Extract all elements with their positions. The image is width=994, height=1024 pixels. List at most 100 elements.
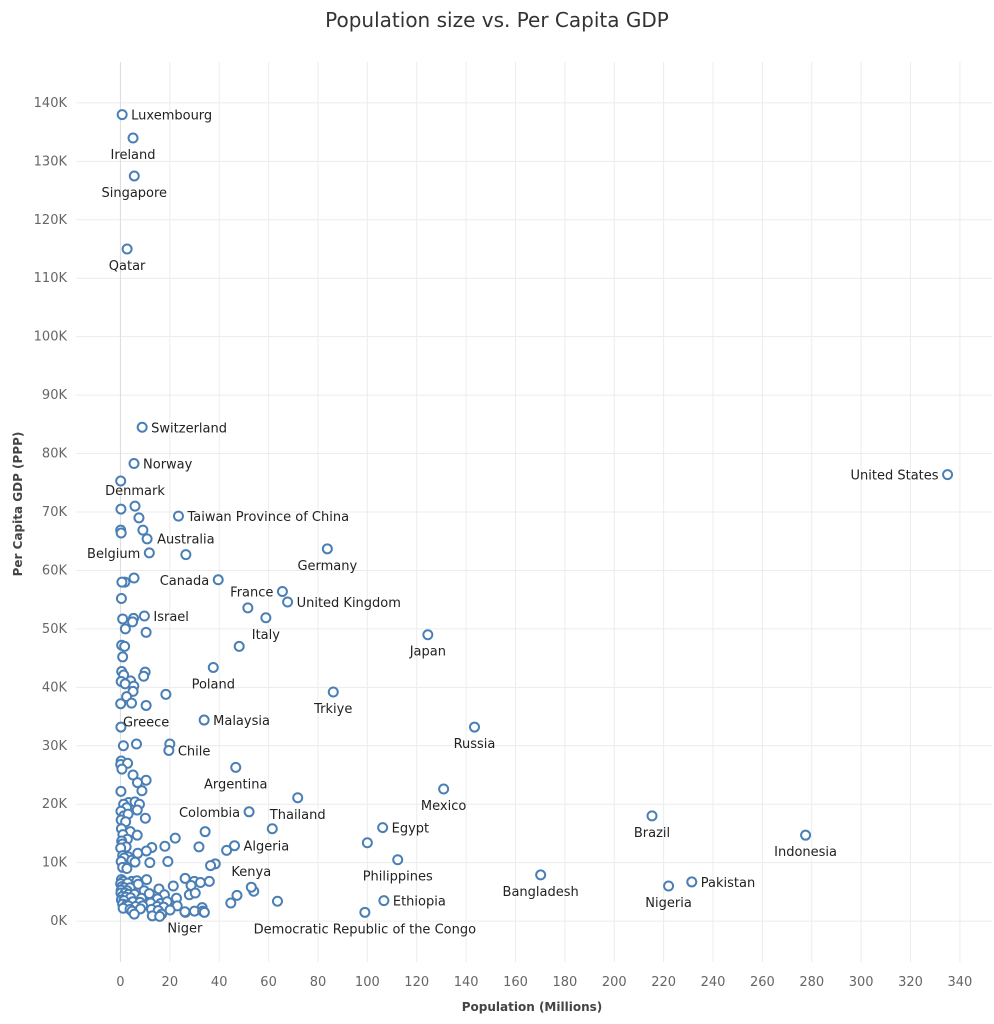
data-point-luxembourg[interactable] [116,109,128,121]
data-point-italy[interactable] [260,612,272,624]
data-point[interactable] [271,895,283,907]
data-point[interactable] [126,697,138,709]
data-point-israel[interactable] [138,610,150,622]
data-point[interactable] [193,841,205,853]
data-point-norway[interactable] [128,457,140,469]
data-point-denmark[interactable] [129,500,141,512]
data-point[interactable] [199,826,211,838]
data-point-egypt[interactable] [377,822,389,834]
data-point-malaysia[interactable] [198,714,210,726]
data-point[interactable] [115,785,127,797]
point-label: Luxembourg [131,109,212,124]
data-point[interactable] [119,640,131,652]
data-point[interactable] [242,602,254,614]
data-point[interactable] [167,880,179,892]
data-point[interactable] [141,874,153,886]
data-point[interactable] [131,777,143,789]
data-point[interactable] [115,721,127,733]
data-point-ethiopia[interactable] [378,895,390,907]
data-point[interactable] [162,855,174,867]
data-point-france[interactable] [276,585,288,597]
data-point[interactable] [137,524,149,536]
data-point-pakistan[interactable] [686,876,698,888]
data-point-democratic-republic-of-the-congo[interactable] [359,906,371,918]
data-point[interactable] [169,832,181,844]
data-point-qatar[interactable] [121,243,133,255]
data-point[interactable] [138,670,150,682]
data-point-singapore[interactable] [128,170,140,182]
data-point[interactable] [159,840,171,852]
data-point[interactable] [121,862,133,874]
data-point[interactable] [116,576,128,588]
data-point[interactable] [189,887,201,899]
x-tick-label: 120 [404,975,429,990]
data-point-kenya[interactable] [245,881,257,893]
data-point[interactable] [119,623,131,635]
data-point[interactable] [140,626,152,638]
data-point[interactable] [117,651,129,663]
data-point-indonesia[interactable] [800,829,812,841]
data-point-philippines[interactable] [392,854,404,866]
data-point[interactable] [233,640,245,652]
data-point-chile[interactable] [163,744,175,756]
data-point[interactable] [225,897,237,909]
data-point[interactable] [129,856,141,868]
data-point[interactable] [117,613,129,625]
data-point[interactable] [198,906,210,918]
data-point[interactable] [115,503,127,515]
data-point-taiwan-province-of-china[interactable] [172,510,184,522]
data-point[interactable] [131,804,143,816]
data-point-bangladesh[interactable] [535,869,547,881]
data-point-poland[interactable] [207,661,219,673]
data-point[interactable] [160,688,172,700]
data-point-ireland[interactable] [127,132,139,144]
data-point-greece[interactable] [140,699,152,711]
data-point-thailand[interactable] [292,792,304,804]
data-point-germany[interactable] [321,543,333,555]
data-point[interactable] [154,910,166,922]
data-point-canada[interactable] [212,574,224,586]
data-point-united-states[interactable] [942,469,954,481]
data-point[interactable] [139,812,151,824]
data-point[interactable] [164,904,176,916]
data-point[interactable] [128,572,140,584]
data-point[interactable] [140,845,152,857]
data-point[interactable] [140,774,152,786]
data-point[interactable] [115,698,127,710]
data-point[interactable] [115,527,127,539]
data-point[interactable] [131,829,143,841]
data-point-colombia[interactable] [243,806,255,818]
data-point-russia[interactable] [468,721,480,733]
data-point-nigeria[interactable] [663,880,675,892]
data-point-argentina[interactable] [230,761,242,773]
data-point[interactable] [231,889,243,901]
data-point[interactable] [119,678,131,690]
data-point-trkiye[interactable] [327,686,339,698]
data-point[interactable] [136,785,148,797]
data-point[interactable] [266,823,278,835]
data-point-japan[interactable] [422,629,434,641]
data-point[interactable] [203,875,215,887]
data-point[interactable] [205,860,217,872]
data-point-switzerland[interactable] [136,421,148,433]
data-point-united-kingdom[interactable] [282,596,294,608]
data-point-brazil[interactable] [646,810,658,822]
data-point[interactable] [130,738,142,750]
data-point-algeria[interactable] [229,840,241,852]
data-point[interactable] [117,740,129,752]
data-point-niger[interactable] [179,906,191,918]
data-point[interactable] [194,877,206,889]
data-point[interactable] [221,844,233,856]
data-point[interactable] [115,475,127,487]
data-point-belgium[interactable] [143,547,155,559]
data-point[interactable] [116,763,128,775]
data-point-mexico[interactable] [438,783,450,795]
data-point[interactable] [133,512,145,524]
data-point[interactable] [115,592,127,604]
data-point[interactable] [144,857,156,869]
data-point-australia[interactable] [180,549,192,561]
data-point[interactable] [141,533,153,545]
data-point[interactable] [127,616,139,628]
data-point[interactable] [361,837,373,849]
data-point[interactable] [128,908,140,920]
